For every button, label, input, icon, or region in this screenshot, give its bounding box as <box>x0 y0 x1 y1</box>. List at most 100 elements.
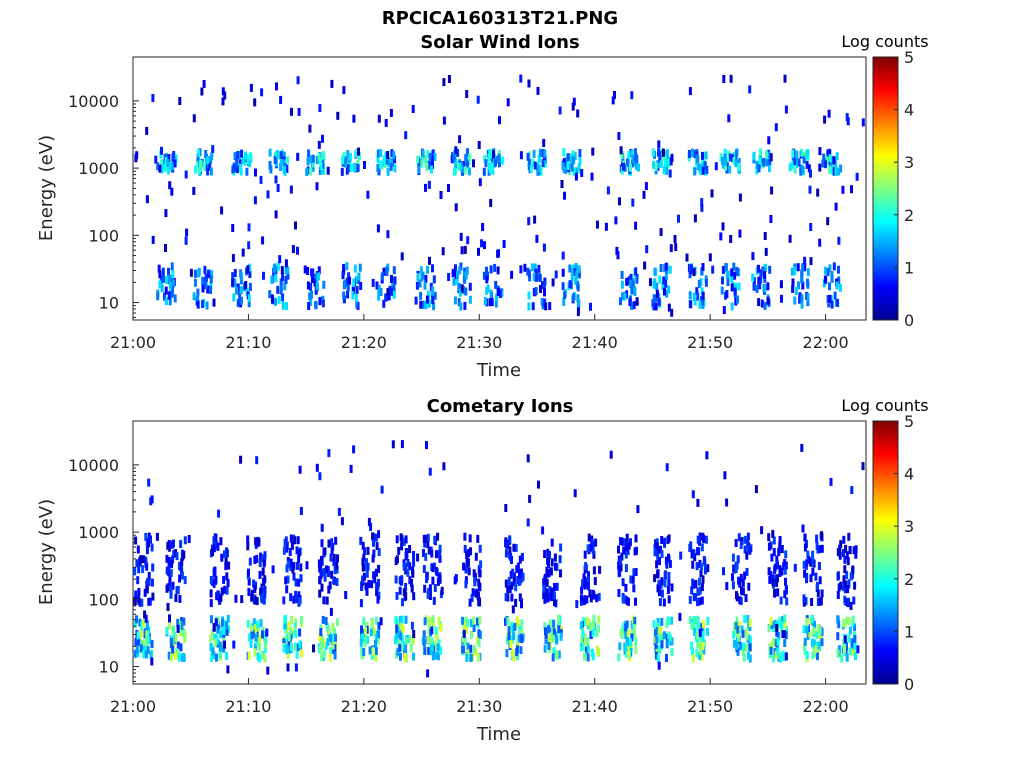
heatmap-cell <box>731 573 734 582</box>
heatmap-cell <box>635 275 639 284</box>
heatmap-cell <box>274 210 278 219</box>
heatmap-cell <box>477 653 481 662</box>
heatmap-cell <box>415 281 419 290</box>
heatmap-cell <box>854 545 858 554</box>
heatmap-cell <box>658 598 662 607</box>
heatmap-cell <box>164 209 168 218</box>
heatmap-cell <box>471 588 475 597</box>
heatmap-cell <box>282 165 286 174</box>
heatmap-cell <box>374 653 378 662</box>
heatmap-cell <box>636 505 640 514</box>
heatmap-cell <box>170 559 174 568</box>
heatmap-cell <box>505 541 509 550</box>
x-tick-label: 21:40 <box>572 697 618 716</box>
heatmap-cell <box>553 553 557 562</box>
heatmap-cell <box>505 649 509 658</box>
heatmap-cell <box>665 654 668 662</box>
heatmap-cell <box>758 281 762 290</box>
heatmap-cell <box>700 267 704 276</box>
heatmap-cell <box>164 244 167 252</box>
heatmap-cell <box>816 545 820 554</box>
heatmap-cell <box>248 282 252 291</box>
heatmap-cell <box>769 153 773 162</box>
heatmap-cell <box>536 86 540 95</box>
heatmap-cell <box>710 189 714 198</box>
heatmap-cell <box>727 114 731 123</box>
heatmap-cell <box>217 509 221 518</box>
heatmap-cell <box>226 614 230 623</box>
heatmap-cell <box>514 598 518 607</box>
heatmap-cell <box>145 585 149 594</box>
heatmap-cell <box>543 149 547 158</box>
heatmap-cell <box>194 269 197 278</box>
heatmap-cell <box>848 546 852 554</box>
heatmap-cell <box>167 651 171 660</box>
heatmap-cell <box>365 558 368 567</box>
heatmap-cell <box>488 298 492 307</box>
heatmap-cell <box>818 576 822 585</box>
heatmap-cell <box>663 160 667 169</box>
heatmap-cell <box>432 596 436 605</box>
x-tick-label: 21:50 <box>687 333 733 352</box>
heatmap-cell <box>548 592 552 601</box>
heatmap-cell <box>800 269 804 278</box>
heatmap-cell <box>658 275 662 284</box>
heatmap-cell <box>692 268 696 277</box>
heatmap-cell <box>320 523 324 532</box>
heatmap-cell <box>519 646 523 655</box>
heatmap-cell <box>654 651 658 660</box>
heatmap-cell <box>784 586 788 595</box>
heatmap-cell <box>244 151 247 160</box>
heatmap-cell <box>453 296 457 305</box>
heatmap-cell <box>759 275 763 284</box>
heatmap-cell <box>624 630 628 639</box>
heatmap-cell <box>634 267 638 276</box>
heatmap-cell <box>630 159 634 168</box>
heatmap-cell <box>614 216 618 225</box>
heatmap-cell <box>252 579 256 588</box>
heatmap-cell <box>170 274 174 283</box>
heatmap-cell <box>248 159 252 168</box>
heatmap-cell <box>433 153 437 161</box>
heatmap-cell <box>696 598 699 607</box>
heatmap-cell <box>362 617 366 626</box>
heatmap-cell <box>506 98 510 107</box>
heatmap-cell <box>253 555 257 564</box>
heatmap-cell <box>622 538 626 547</box>
heatmap-cell <box>700 543 704 552</box>
x-tick-label: 21:10 <box>225 333 271 352</box>
heatmap-cell <box>729 234 733 243</box>
heatmap-cell <box>309 167 313 176</box>
heatmap-cell <box>836 591 840 599</box>
heatmap-cell <box>839 164 843 173</box>
heatmap-cell <box>240 149 244 158</box>
heatmap-cell <box>400 575 404 584</box>
heatmap-cell <box>701 575 705 584</box>
heatmap-cell <box>290 642 293 651</box>
heatmap-cell <box>771 529 775 538</box>
heatmap-cell <box>408 634 411 643</box>
heatmap-cell <box>283 282 287 291</box>
heatmap-cell <box>182 652 185 661</box>
heatmap-cell <box>379 617 383 626</box>
heatmap-cell <box>826 295 830 304</box>
heatmap-cell <box>741 647 745 656</box>
heatmap-cell <box>802 642 806 651</box>
heatmap-cell <box>698 300 702 309</box>
heatmap-cell <box>363 547 367 556</box>
heatmap-cell <box>386 230 390 239</box>
heatmap-cell <box>477 247 480 256</box>
heatmap-cell <box>151 563 155 572</box>
heatmap-cell <box>591 589 595 598</box>
heatmap-cell <box>346 164 350 173</box>
heatmap-cell <box>462 645 465 654</box>
heatmap-cell <box>795 158 799 167</box>
heatmap-cell <box>751 273 755 282</box>
heatmap-cell <box>658 150 662 159</box>
heatmap-cell <box>846 117 850 126</box>
heatmap-cell <box>741 578 745 587</box>
heatmap-cell <box>696 535 700 544</box>
heatmap-cell <box>327 569 330 577</box>
heatmap-cell <box>695 649 699 658</box>
heatmap-cell <box>795 150 799 159</box>
